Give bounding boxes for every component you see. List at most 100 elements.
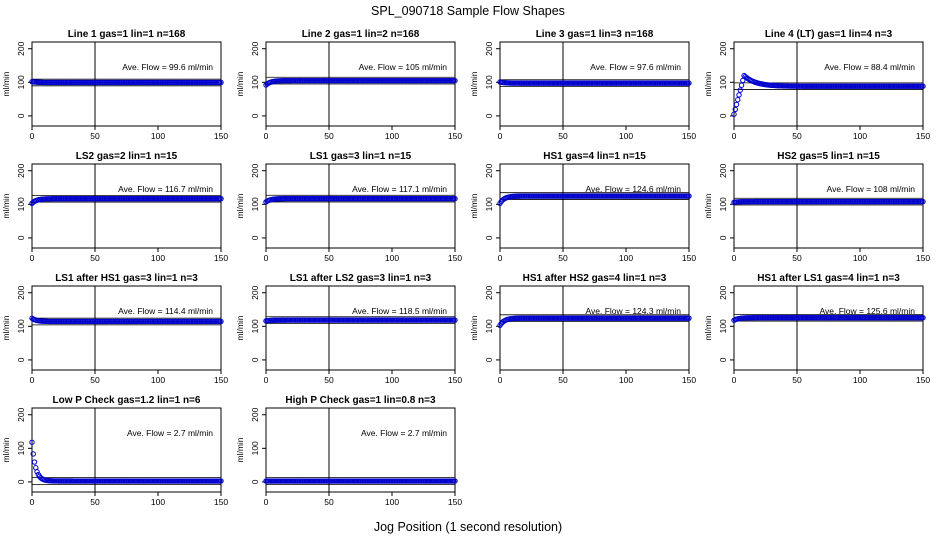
panel-ylabel: ml/min — [703, 315, 713, 340]
x-tick-label: 100 — [385, 497, 399, 507]
x-tick-label: 50 — [792, 375, 802, 385]
data-point — [452, 317, 458, 323]
x-tick-label: 150 — [214, 497, 228, 507]
x-tick-label: 100 — [151, 497, 165, 507]
panel-2: Line 2 gas=1 lin=2 n=168 ml/min 0 50 100 150 0… — [235, 29, 462, 141]
x-tick-label: 50 — [324, 253, 334, 263]
x-tick-label: 100 — [151, 131, 165, 141]
x-tick-label: 50 — [324, 497, 334, 507]
x-tick-label: 150 — [448, 131, 462, 141]
data-points — [263, 77, 458, 88]
data-points — [29, 315, 224, 325]
mean-annotation: Ave. Flow = 88.4 ml/min — [824, 62, 915, 72]
panel-ylabel: ml/min — [1, 315, 11, 340]
data-point — [740, 77, 746, 84]
y-tick-label: 100 — [718, 75, 728, 89]
panel-title: Line 4 (LT) gas=1 lin=4 n=3 — [765, 29, 893, 40]
panel-11: HS1 after HS2 gas=4 lin=1 n=3 ml/min 0 50 10… — [469, 273, 696, 385]
y-tick-label: 200 — [250, 163, 260, 177]
panel-title: Line 1 gas=1 lin=1 n=168 — [68, 29, 186, 40]
data-point — [686, 193, 692, 199]
data-points — [497, 193, 692, 207]
y-tick-label: 100 — [16, 319, 26, 333]
data-points — [29, 78, 224, 86]
x-tick-label: 50 — [90, 253, 100, 263]
panel-title: HS1 after LS1 gas=4 lin=1 n=3 — [757, 273, 900, 284]
panel-ylabel: ml/min — [235, 193, 245, 218]
panel-frame — [499, 163, 690, 249]
x-tick-label: 50 — [90, 131, 100, 141]
y-tick-label: 0 — [16, 113, 26, 118]
data-points — [731, 198, 926, 206]
x-tick-label: 150 — [916, 253, 930, 263]
x-tick-label: 150 — [214, 253, 228, 263]
panel-frame — [31, 407, 222, 493]
data-points — [497, 315, 692, 329]
x-tick-label: 100 — [385, 375, 399, 385]
mean-annotation: Ave. Flow = 97.6 ml/min — [590, 62, 681, 72]
x-tick-label: 0 — [732, 131, 737, 141]
y-tick-label: 200 — [718, 41, 728, 55]
panel-10: LS1 after LS2 gas=3 lin=1 n=3 ml/min 0 50 10… — [235, 273, 462, 385]
y-tick-label: 100 — [16, 441, 26, 455]
x-tick-label: 100 — [853, 375, 867, 385]
panel-ylabel: ml/min — [1, 71, 11, 96]
mean-annotation: Ave. Flow = 124.3 ml/min — [585, 306, 681, 316]
panel-8: HS2 gas=5 lin=1 n=15 ml/min 0 50 100 150 0 100 2… — [703, 151, 930, 263]
panel-title: High P Check gas=1 lin=0.8 n=3 — [285, 395, 436, 406]
panel-title: LS1 after HS1 gas=3 lin=1 n=3 — [55, 273, 198, 284]
panel-14: High P Check gas=1 lin=0.8 n=3 ml/min 0 50 1… — [235, 395, 462, 507]
x-tick-label: 50 — [90, 375, 100, 385]
panel-frame — [733, 163, 924, 249]
data-points — [731, 72, 926, 117]
y-tick-label: 0 — [16, 479, 26, 484]
x-tick-label: 0 — [30, 375, 35, 385]
panel-frame — [265, 407, 456, 493]
panel-ylabel: ml/min — [469, 71, 479, 96]
y-tick-label: 100 — [484, 197, 494, 211]
panel-4: Line 4 (LT) gas=1 lin=4 n=3 ml/min 0 50 100 1… — [703, 29, 930, 141]
x-tick-label: 0 — [732, 253, 737, 263]
panel-ylabel: ml/min — [703, 193, 713, 218]
y-tick-label: 100 — [484, 75, 494, 89]
data-point — [218, 318, 224, 325]
y-tick-label: 200 — [718, 285, 728, 299]
x-tick-label: 50 — [558, 375, 568, 385]
panels: Line 1 gas=1 lin=1 n=168 ml/min 0 50 100 150 0… — [1, 29, 930, 507]
x-tick-label: 100 — [619, 375, 633, 385]
panel-1: Line 1 gas=1 lin=1 n=168 ml/min 0 50 100 150 0… — [1, 29, 228, 141]
x-tick-label: 150 — [448, 375, 462, 385]
y-tick-label: 200 — [718, 163, 728, 177]
y-tick-label: 100 — [250, 319, 260, 333]
y-tick-label: 0 — [250, 235, 260, 240]
y-tick-label: 100 — [16, 75, 26, 89]
mean-annotation: Ave. Flow = 114.4 ml/min — [118, 306, 213, 316]
panel-frame — [265, 285, 456, 371]
data-point — [31, 459, 38, 465]
x-tick-label: 0 — [498, 253, 503, 263]
y-tick-label: 200 — [250, 407, 260, 421]
data-point — [30, 451, 36, 457]
y-tick-label: 100 — [484, 319, 494, 333]
x-tick-label: 0 — [264, 253, 269, 263]
y-tick-label: 0 — [16, 357, 26, 362]
x-tick-label: 0 — [30, 131, 35, 141]
mean-annotation: Ave. Flow = 2.7 ml/min — [361, 428, 447, 438]
data-point — [218, 196, 224, 202]
data-point — [686, 80, 692, 86]
y-tick-label: 200 — [484, 285, 494, 299]
mean-annotation: Ave. Flow = 2.7 ml/min — [127, 428, 213, 438]
panel-frame — [733, 285, 924, 371]
x-tick-label: 50 — [558, 131, 568, 141]
mean-annotation: Ave. Flow = 108 ml/min — [827, 184, 916, 194]
mean-annotation: Ave. Flow = 118.5 ml/min — [352, 306, 447, 316]
x-tick-label: 150 — [682, 375, 696, 385]
x-tick-label: 50 — [324, 131, 334, 141]
data-point — [737, 87, 743, 93]
panel-frame — [265, 163, 456, 249]
panel-7: HS1 gas=4 lin=1 n=15 ml/min 0 50 100 150 0 100 2… — [469, 151, 696, 263]
data-points — [731, 315, 926, 323]
data-point — [452, 195, 458, 202]
y-tick-label: 100 — [250, 441, 260, 455]
y-tick-label: 0 — [718, 113, 728, 118]
